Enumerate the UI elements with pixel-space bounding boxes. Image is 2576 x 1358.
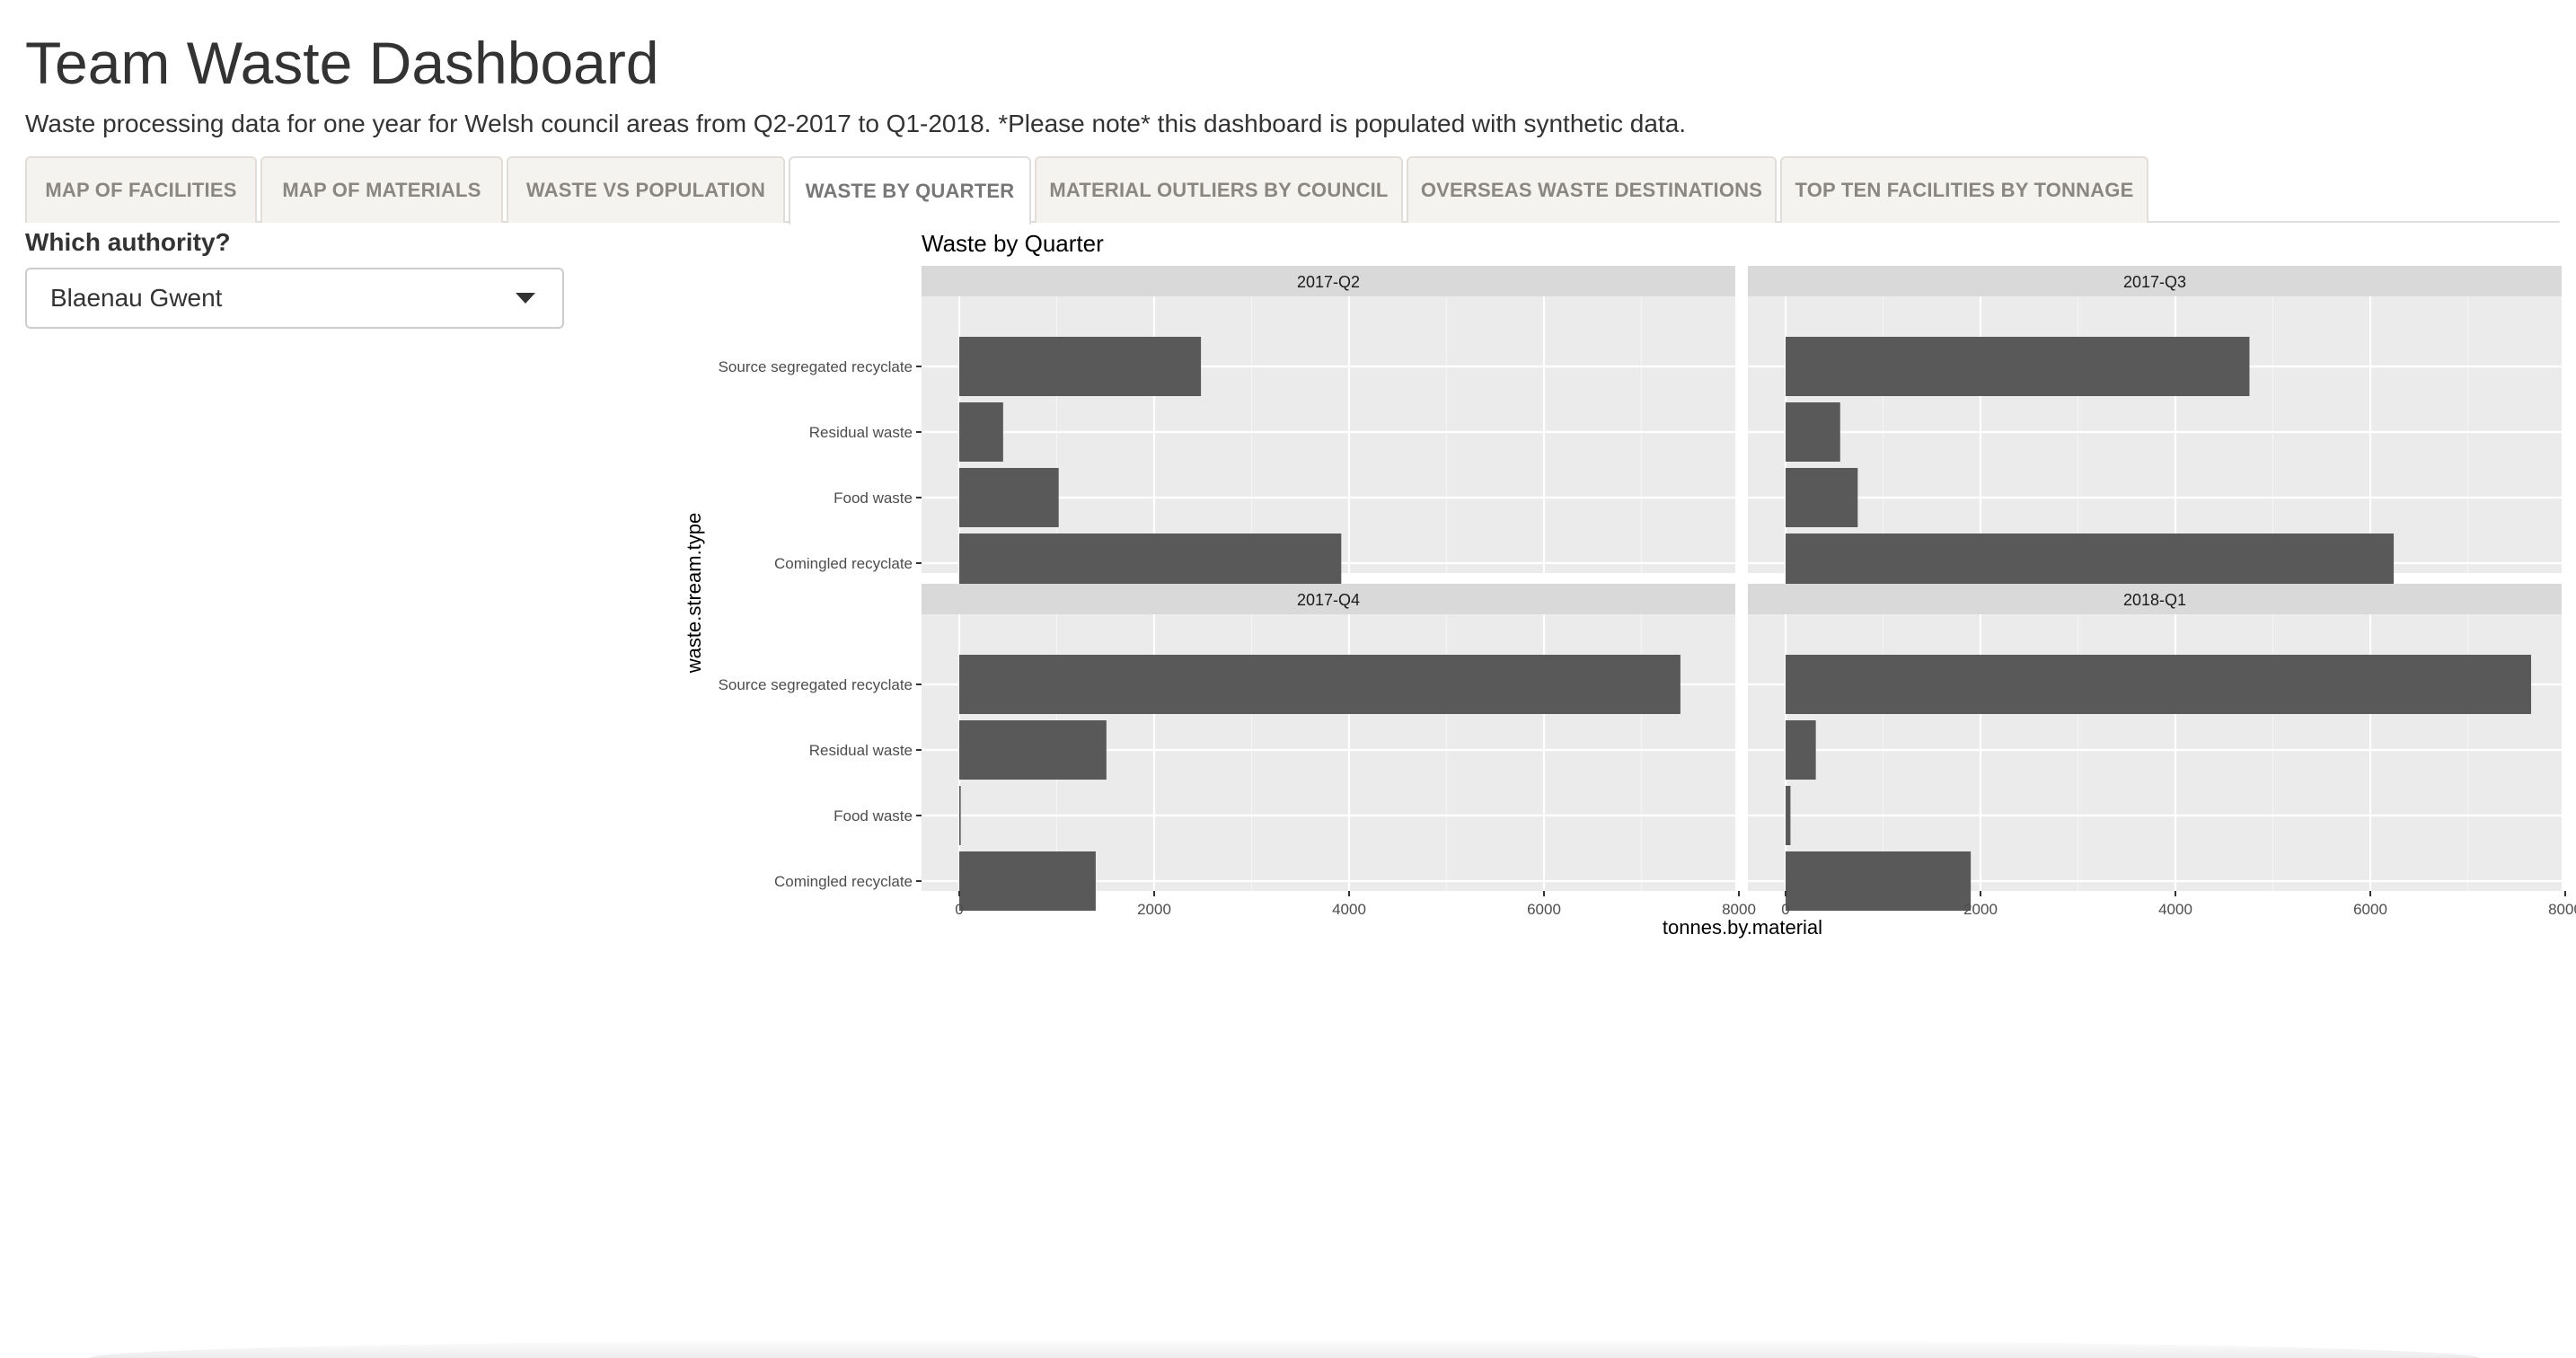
facet-strip — [1748, 266, 2562, 296]
x-tick-label: 2000 — [1963, 901, 1998, 918]
bar — [1786, 337, 2250, 396]
x-tick-label: 4000 — [2158, 901, 2192, 918]
y-tick-label: Food waste — [834, 489, 913, 507]
facet-strip-label: 2017-Q4 — [1297, 591, 1360, 609]
tab-bar: MAP OF FACILITIES MAP OF MATERIALS WASTE… — [25, 156, 2560, 225]
y-tick-label: Residual waste — [809, 424, 913, 441]
bar — [959, 786, 961, 845]
tab-waste-vs-population[interactable]: WASTE VS POPULATION — [507, 156, 785, 223]
tab-waste-by-quarter[interactable]: WASTE BY QUARTER — [789, 156, 1031, 225]
bar — [959, 468, 1059, 527]
bar — [1786, 786, 1791, 845]
x-axis-title: tonnes.by.material — [1663, 916, 1822, 939]
y-tick-label: Source segregated recyclate — [719, 358, 913, 375]
page-title: Team Waste Dashboard — [25, 30, 659, 96]
facet-strip-label: 2017-Q3 — [2123, 273, 2186, 291]
bar — [959, 402, 1003, 462]
facet-strip — [922, 584, 1735, 614]
x-tick-label: 2000 — [1137, 901, 1171, 918]
bar — [1786, 655, 2532, 714]
x-tick-label: 8000 — [2548, 901, 2576, 918]
x-tick-label: 6000 — [1527, 901, 1561, 918]
page-bottom-shadow — [90, 1338, 2479, 1358]
y-axis-title: waste.stream.type — [683, 513, 705, 675]
x-tick-label: 0 — [955, 901, 963, 918]
bar — [959, 337, 1202, 396]
bar — [959, 655, 1681, 714]
tab-map-of-facilities[interactable]: MAP OF FACILITIES — [25, 156, 257, 223]
chart-title: Waste by Quarter — [922, 230, 1104, 257]
page-subtitle: Waste processing data for one year for W… — [25, 110, 1687, 137]
x-tick-label: 4000 — [1332, 901, 1366, 918]
y-tick-label: Comingled recyclate — [774, 555, 913, 572]
y-tick-label: Comingled recyclate — [774, 873, 913, 890]
bar — [1786, 851, 1972, 911]
x-tick-label: 6000 — [2353, 901, 2387, 918]
bar — [959, 851, 1096, 911]
x-tick-label: 8000 — [1722, 901, 1756, 918]
y-tick-label: Residual waste — [809, 742, 913, 759]
bar — [1786, 402, 1840, 462]
authority-label: Which authority? — [25, 228, 231, 256]
bar — [1786, 534, 2395, 593]
tab-top-ten-facilities-by-tonnage[interactable]: TOP TEN FACILITIES BY TONNAGE — [1780, 156, 2148, 223]
facet-strip — [922, 266, 1735, 296]
bar — [959, 534, 1342, 593]
bar — [959, 720, 1107, 780]
bar — [1786, 720, 1816, 780]
facet-strip — [1748, 584, 2562, 614]
bar — [1786, 468, 1858, 527]
tab-material-outliers-by-council[interactable]: MATERIAL OUTLIERS BY COUNCIL — [1035, 156, 1403, 223]
y-tick-label: Source segregated recyclate — [719, 676, 913, 693]
x-tick-label: 0 — [1781, 901, 1789, 918]
caret-down-icon — [516, 293, 535, 304]
facet-strip-label: 2018-Q1 — [2123, 591, 2186, 609]
tab-overseas-waste-destinations[interactable]: OVERSEAS WASTE DESTINATIONS — [1407, 156, 1777, 223]
tab-map-of-materials[interactable]: MAP OF MATERIALS — [260, 156, 503, 223]
authority-select-value: Blaenau Gwent — [50, 284, 223, 312]
authority-select[interactable]: Blaenau Gwent — [25, 268, 564, 329]
facet-strip-label: 2017-Q2 — [1297, 273, 1360, 291]
y-tick-label: Food waste — [834, 807, 913, 824]
